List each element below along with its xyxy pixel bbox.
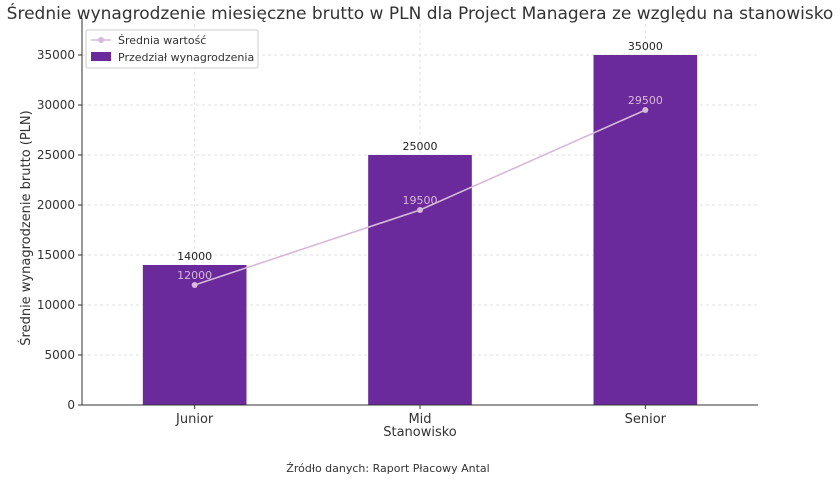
source-note: Źródło danych: Raport Płacowy Antal xyxy=(286,462,489,475)
bar-junior xyxy=(142,265,247,405)
bars-layer: 14000 25000 35000 xyxy=(142,40,698,405)
x-axis-label: Stanowisko xyxy=(383,425,457,440)
bar-value-label: 14000 xyxy=(177,250,212,263)
line-layer: 12000 19500 29500 xyxy=(177,94,663,288)
bar-value-label: 25000 xyxy=(403,140,438,153)
legend-label-average: Średnia wartość xyxy=(118,34,206,47)
average-point xyxy=(642,107,649,113)
y-tick-label: 35000 xyxy=(37,48,75,62)
y-tick-label: 10000 xyxy=(37,298,75,312)
y-tick-label: 0 xyxy=(67,398,75,412)
y-tick-label: 25000 xyxy=(37,148,75,162)
legend-line-marker xyxy=(98,37,104,43)
bar-mid xyxy=(368,155,472,405)
average-value-label: 19500 xyxy=(403,194,438,207)
average-value-label: 12000 xyxy=(177,269,212,282)
average-value-label: 29500 xyxy=(628,94,663,107)
legend-bar-swatch xyxy=(91,52,111,61)
bar-value-label: 35000 xyxy=(628,40,663,53)
legend-frame xyxy=(85,29,259,69)
y-tick-label: 20000 xyxy=(37,198,75,212)
average-point xyxy=(417,207,423,213)
y-tick-label: 15000 xyxy=(37,248,75,262)
chart-title: Średnie wynagrodzenie miesięczne brutto … xyxy=(7,2,834,24)
average-point xyxy=(191,282,198,288)
y-axis-label: Średnie wynagrodzenie brutto (PLN) xyxy=(18,110,34,345)
legend: Średnia wartość Przedział wynagrodzenia xyxy=(85,29,259,69)
legend-label-range: Przedział wynagrodzenia xyxy=(118,51,254,64)
y-tick-label: 30000 xyxy=(37,98,75,112)
x-tick-label: Senior xyxy=(625,412,667,427)
x-tick-label: Mid xyxy=(408,412,431,427)
axes-layer: 0 5000 10000 15000 20000 25000 30000 35000 Junio… xyxy=(37,18,758,427)
y-tick-label: 5000 xyxy=(44,348,75,362)
bar-senior xyxy=(593,55,698,405)
x-tick-label: Junior xyxy=(175,412,214,427)
